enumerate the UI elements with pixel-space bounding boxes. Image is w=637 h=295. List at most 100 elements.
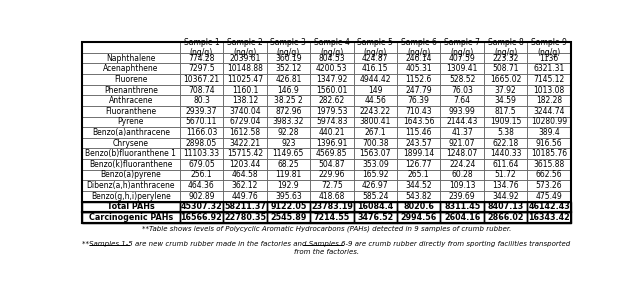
Text: Benzo(g,h,i)perylene: Benzo(g,h,i)perylene (91, 192, 171, 201)
Bar (223, 117, 267, 127)
Text: 1152.6: 1152.6 (406, 75, 432, 84)
Text: 2994.56: 2994.56 (401, 213, 437, 222)
Bar (397, 212, 440, 223)
Bar (354, 106, 397, 117)
Text: 440.21: 440.21 (318, 128, 345, 137)
Bar (440, 53, 484, 63)
Text: 1347.92: 1347.92 (316, 75, 348, 84)
Text: 585.24: 585.24 (362, 192, 389, 201)
Text: 424.87: 424.87 (362, 54, 389, 63)
Bar (223, 191, 267, 201)
Text: 246.14: 246.14 (406, 54, 432, 63)
Text: 508.71: 508.71 (492, 64, 519, 73)
Bar (180, 63, 223, 74)
Bar (397, 106, 440, 117)
Text: Dibenz(a,h)anthracene: Dibenz(a,h)anthracene (87, 181, 175, 190)
Text: 622.18: 622.18 (492, 139, 519, 148)
Text: 504.87: 504.87 (318, 160, 345, 169)
Bar (397, 180, 440, 191)
Bar (397, 63, 440, 74)
Bar (180, 159, 223, 170)
Bar (527, 201, 571, 212)
Bar (310, 148, 354, 159)
Text: 7.64: 7.64 (454, 96, 471, 105)
Text: 256.1: 256.1 (190, 171, 212, 179)
Text: 804.53: 804.53 (318, 54, 345, 63)
Bar (440, 127, 484, 138)
Text: Total PAHs: Total PAHs (107, 202, 155, 211)
Bar (440, 191, 484, 201)
Bar (440, 180, 484, 191)
Bar (484, 170, 527, 180)
Text: 7214.55: 7214.55 (313, 213, 350, 222)
Bar (82, 127, 180, 138)
Bar (484, 63, 527, 74)
Bar (180, 85, 223, 95)
Text: 1136: 1136 (540, 54, 559, 63)
Text: 60.28: 60.28 (452, 171, 473, 179)
Text: 1203.44: 1203.44 (229, 160, 261, 169)
Bar (223, 85, 267, 95)
Bar (440, 138, 484, 148)
Text: 10148.88: 10148.88 (227, 64, 263, 73)
Text: 344.92: 344.92 (492, 192, 519, 201)
Bar (354, 74, 397, 85)
Text: Sample 8
(ng/g): Sample 8 (ng/g) (488, 38, 524, 57)
Bar (310, 53, 354, 63)
Bar (397, 191, 440, 201)
Bar (82, 117, 180, 127)
Text: 267.1: 267.1 (364, 128, 386, 137)
Bar (440, 148, 484, 159)
Text: 389.4: 389.4 (538, 128, 560, 137)
Text: 34.59: 34.59 (495, 96, 517, 105)
Text: 58211.37: 58211.37 (224, 202, 266, 211)
Bar (310, 74, 354, 85)
Text: 993.99: 993.99 (449, 107, 476, 116)
Text: 5.38: 5.38 (497, 128, 514, 137)
Bar (180, 212, 223, 223)
Bar (82, 212, 180, 223)
Bar (484, 53, 527, 63)
Text: 679.05: 679.05 (188, 160, 215, 169)
Bar (354, 170, 397, 180)
Text: Sample 6
(ng/g): Sample 6 (ng/g) (401, 38, 437, 57)
Text: 1665.02: 1665.02 (490, 75, 521, 84)
Text: 2039.61: 2039.61 (229, 54, 261, 63)
Text: 68.25: 68.25 (278, 160, 299, 169)
Text: 126.77: 126.77 (406, 160, 432, 169)
Text: 165.92: 165.92 (362, 171, 389, 179)
Bar (267, 127, 310, 138)
Bar (354, 138, 397, 148)
Text: Sample 7
(ng/g): Sample 7 (ng/g) (444, 38, 480, 57)
Text: 16566.92: 16566.92 (181, 213, 222, 222)
Text: 4944.42: 4944.42 (359, 75, 391, 84)
Bar (354, 63, 397, 74)
Bar (180, 106, 223, 117)
Bar (223, 180, 267, 191)
Bar (397, 159, 440, 170)
Bar (180, 53, 223, 63)
Bar (354, 191, 397, 201)
Text: Chrysene: Chrysene (113, 139, 149, 148)
Bar (527, 138, 571, 148)
Bar (527, 127, 571, 138)
Bar (267, 53, 310, 63)
Bar (82, 191, 180, 201)
Text: Fluoranthene: Fluoranthene (105, 107, 157, 116)
Text: 7297.5: 7297.5 (188, 64, 215, 73)
Bar (484, 148, 527, 159)
Bar (527, 117, 571, 127)
Text: 5670.11: 5670.11 (186, 117, 217, 126)
Bar (484, 85, 527, 95)
Text: Naphthalene: Naphthalene (106, 54, 155, 63)
Bar (310, 85, 354, 95)
Text: Pyrene: Pyrene (118, 117, 144, 126)
Text: 51.72: 51.72 (495, 171, 517, 179)
Bar (180, 180, 223, 191)
Text: 6729.04: 6729.04 (229, 117, 261, 126)
Bar (440, 170, 484, 180)
Text: 1909.15: 1909.15 (490, 117, 521, 126)
Text: 92.28: 92.28 (278, 128, 299, 137)
Text: Acenaphthene: Acenaphthene (103, 64, 159, 73)
Bar (82, 180, 180, 191)
